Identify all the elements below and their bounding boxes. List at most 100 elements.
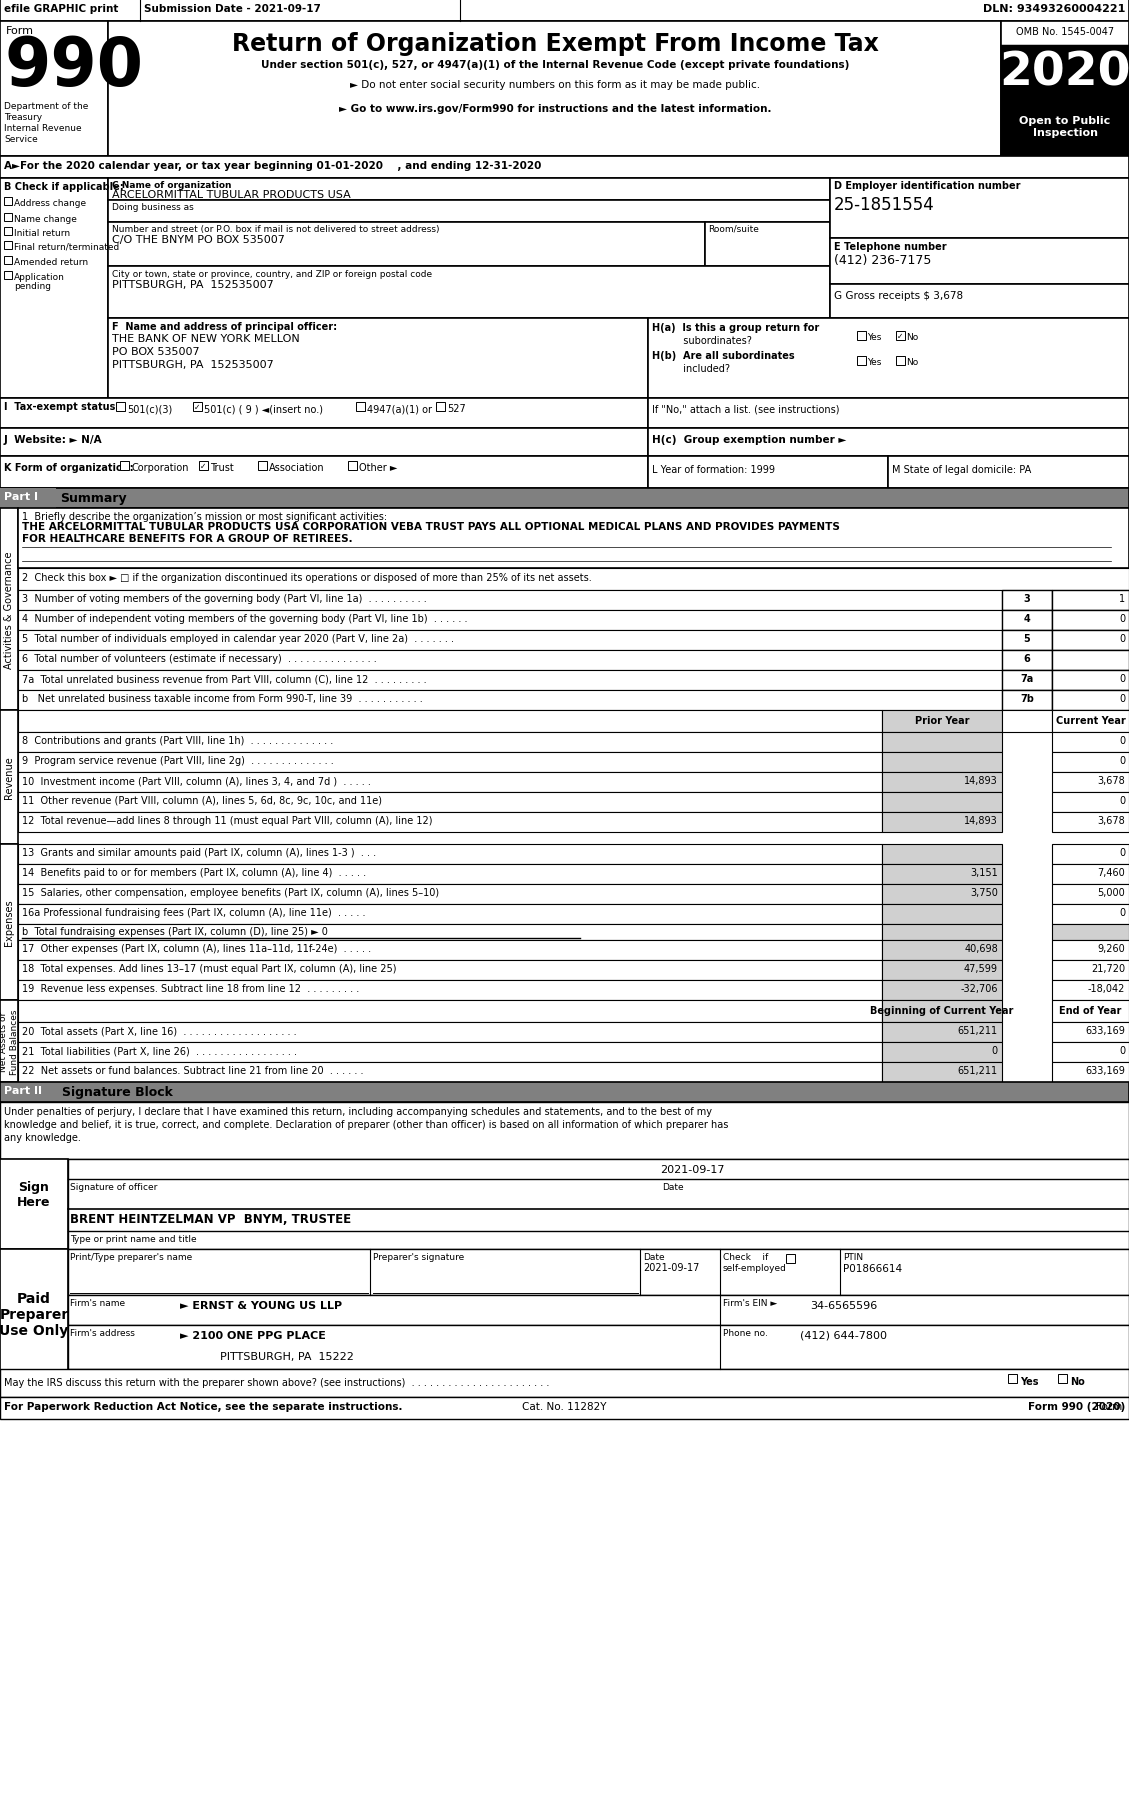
Text: 40,698: 40,698 xyxy=(964,943,998,954)
Text: DLN: 93493260004221: DLN: 93493260004221 xyxy=(982,4,1124,14)
Bar xyxy=(882,961,1003,981)
Text: 501(c) ( 9 ) ◄(insert no.): 501(c) ( 9 ) ◄(insert no.) xyxy=(204,403,323,414)
Text: 9  Program service revenue (Part VIII, line 2g)  . . . . . . . . . . . . . .: 9 Program service revenue (Part VIII, li… xyxy=(21,755,334,766)
Bar xyxy=(18,591,1003,611)
Bar xyxy=(108,201,830,222)
Bar xyxy=(18,651,1003,670)
Text: pending: pending xyxy=(14,282,51,291)
Text: Signature of officer: Signature of officer xyxy=(70,1182,157,1191)
Text: PITTSBURGH, PA  15222: PITTSBURGH, PA 15222 xyxy=(220,1352,353,1361)
Bar xyxy=(1052,884,1129,905)
Bar xyxy=(18,981,882,1001)
Bar xyxy=(108,318,648,399)
Bar xyxy=(882,884,1003,905)
Bar xyxy=(18,752,882,773)
Bar xyxy=(882,1043,1003,1063)
Text: 527: 527 xyxy=(447,403,466,414)
Text: -32,706: -32,706 xyxy=(961,983,998,994)
Bar xyxy=(18,793,882,813)
Text: 3,678: 3,678 xyxy=(1097,815,1124,826)
Text: Return of Organization Exempt From Income Tax: Return of Organization Exempt From Incom… xyxy=(231,33,878,56)
Bar xyxy=(18,1043,882,1063)
Text: 3,750: 3,750 xyxy=(970,887,998,898)
Bar xyxy=(882,981,1003,1001)
Text: Type or print name and title: Type or print name and title xyxy=(70,1234,196,1243)
Text: A►For the 2020 calendar year, or tax year beginning 01-01-2020    , and ending 1: A►For the 2020 calendar year, or tax yea… xyxy=(5,161,542,172)
Bar xyxy=(0,488,1129,510)
Bar xyxy=(0,179,108,399)
Text: THE ARCELORMITTAL TUBULAR PRODUCTS USA CORPORATION VEBA TRUST PAYS ALL OPTIONAL : THE ARCELORMITTAL TUBULAR PRODUCTS USA C… xyxy=(21,522,840,531)
Bar xyxy=(120,463,129,472)
Text: If "No," attach a list. (see instructions): If "No," attach a list. (see instruction… xyxy=(653,405,840,416)
Bar xyxy=(1052,905,1129,925)
Bar xyxy=(18,670,1003,690)
Text: Activities & Governance: Activities & Governance xyxy=(5,551,14,669)
Text: Cat. No. 11282Y: Cat. No. 11282Y xyxy=(522,1400,606,1411)
Bar xyxy=(830,239,1129,286)
Bar xyxy=(68,1325,1129,1370)
Text: OMB No. 1545-0047: OMB No. 1545-0047 xyxy=(1016,27,1114,36)
Text: E Telephone number: E Telephone number xyxy=(834,242,946,251)
Text: Open to Public
Inspection: Open to Public Inspection xyxy=(1019,116,1111,137)
Text: Firm's address: Firm's address xyxy=(70,1328,134,1337)
Bar xyxy=(18,844,882,864)
Bar xyxy=(1003,690,1052,710)
Bar xyxy=(1052,710,1129,732)
Text: Yes: Yes xyxy=(1019,1377,1039,1386)
Bar xyxy=(1052,591,1129,611)
Text: 5: 5 xyxy=(1024,634,1031,643)
Text: Form: Form xyxy=(1095,1400,1124,1411)
Text: Firm's EIN ►: Firm's EIN ► xyxy=(723,1297,777,1306)
Bar xyxy=(1058,1375,1067,1382)
Bar xyxy=(1003,710,1052,732)
Bar xyxy=(68,1296,1129,1325)
Text: 633,169: 633,169 xyxy=(1085,1066,1124,1075)
Bar xyxy=(18,631,1003,651)
Text: Yes: Yes xyxy=(867,358,882,367)
Text: ARCELORMITTAL TUBULAR PRODUCTS USA: ARCELORMITTAL TUBULAR PRODUCTS USA xyxy=(112,190,351,201)
Text: Name change: Name change xyxy=(14,215,77,224)
Text: 4947(a)(1) or: 4947(a)(1) or xyxy=(367,403,432,414)
Text: Date: Date xyxy=(662,1182,684,1191)
Text: b   Net unrelated business taxable income from Form 990-T, line 39  . . . . . . : b Net unrelated business taxable income … xyxy=(21,694,422,703)
Text: End of Year: End of Year xyxy=(1059,1005,1122,1016)
Bar xyxy=(1052,631,1129,651)
Text: L Year of formation: 1999: L Year of formation: 1999 xyxy=(653,464,774,475)
Bar xyxy=(1052,732,1129,752)
Bar xyxy=(436,403,445,412)
Text: 0: 0 xyxy=(1119,735,1124,746)
Text: Signature Block: Signature Block xyxy=(62,1086,173,1099)
Bar xyxy=(259,463,266,472)
Bar xyxy=(18,569,1129,591)
Bar xyxy=(5,242,12,249)
Text: Association: Association xyxy=(269,463,325,473)
Text: 12  Total revenue—add lines 8 through 11 (must equal Part VIII, column (A), line: 12 Total revenue—add lines 8 through 11 … xyxy=(21,815,432,826)
Text: (412) 644-7800: (412) 644-7800 xyxy=(800,1330,887,1341)
Text: BRENT HEINTZELMAN VP  BNYM, TRUSTEE: BRENT HEINTZELMAN VP BNYM, TRUSTEE xyxy=(70,1212,351,1225)
Text: 16a Professional fundraising fees (Part IX, column (A), line 11e)  . . . . .: 16a Professional fundraising fees (Part … xyxy=(21,907,366,918)
Bar xyxy=(18,1001,882,1023)
Text: B Check if applicable:: B Check if applicable: xyxy=(5,183,124,192)
Text: Room/suite: Room/suite xyxy=(708,224,759,233)
Text: Phone no.: Phone no. xyxy=(723,1328,768,1337)
Text: Number and street (or P.O. box if mail is not delivered to street address): Number and street (or P.O. box if mail i… xyxy=(112,224,439,233)
Bar xyxy=(68,1160,1129,1249)
Text: PTIN: PTIN xyxy=(843,1252,864,1261)
Bar xyxy=(18,940,882,961)
Bar xyxy=(882,773,1003,793)
Text: J  Website: ► N/A: J Website: ► N/A xyxy=(5,435,103,445)
Text: F  Name and address of principal officer:: F Name and address of principal officer: xyxy=(112,322,338,332)
Text: Internal Revenue: Internal Revenue xyxy=(5,125,81,134)
Text: City or town, state or province, country, and ZIP or foreign postal code: City or town, state or province, country… xyxy=(112,269,432,278)
Text: ► Go to www.irs.gov/Form990 for instructions and the latest information.: ► Go to www.irs.gov/Form990 for instruct… xyxy=(339,105,771,114)
Text: 2021-09-17: 2021-09-17 xyxy=(644,1263,699,1272)
Text: Under penalties of perjury, I declare that I have examined this return, includin: Under penalties of perjury, I declare th… xyxy=(5,1106,712,1117)
Bar xyxy=(648,457,889,488)
Bar xyxy=(1003,591,1052,611)
Text: K Form of organization:: K Form of organization: xyxy=(5,463,133,473)
Bar xyxy=(882,793,1003,813)
Bar xyxy=(896,332,905,342)
Bar xyxy=(0,510,18,710)
Bar xyxy=(0,457,648,488)
Bar xyxy=(18,864,882,884)
